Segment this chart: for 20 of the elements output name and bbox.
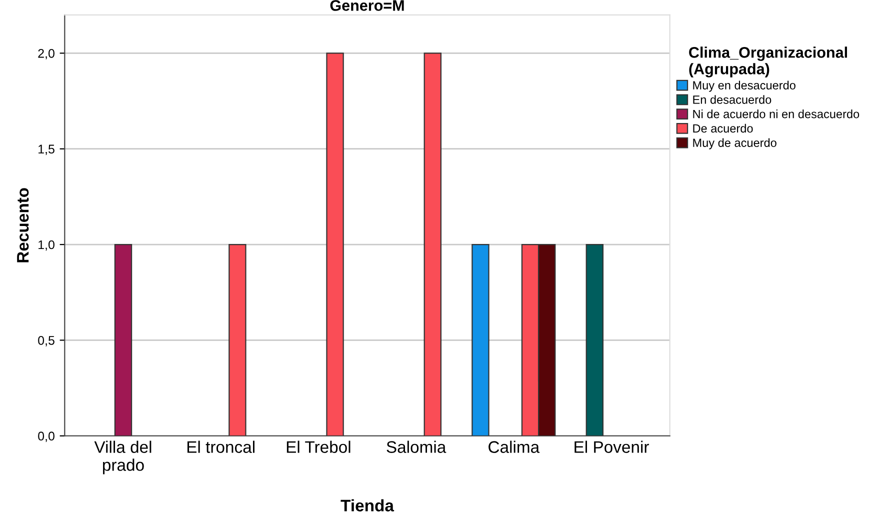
chart-title: Genero=M [330,0,404,11]
x-tick-label: Salomia [386,440,446,453]
x-tick-label: El Trebol [286,440,350,453]
x-tick-label: Villa del prado [94,440,152,474]
y-tick-label: 0,0 [38,432,54,442]
x-tick-label: Calima [488,440,540,453]
legend-label: En desacuerdo [693,95,772,104]
legend-label: Ni de acuerdo ni en desacuerdo [693,110,860,118]
y-tick-label: 1,5 [38,144,54,155]
y-tick-label: 1,0 [38,240,54,251]
legend-label: Muy en desacuerdo [693,80,796,92]
y-tick-label: 2,0 [38,48,54,60]
legend-title: Clima_Organizacional (Agrupada) [689,46,847,78]
y-tick-label: 0,5 [38,336,54,346]
x-axis-title: Tienda [340,499,394,512]
legend-label: Muy de acuerdo [693,138,776,150]
x-tick-label: El troncal [187,440,254,453]
x-tick-label: El Povenir [574,440,649,453]
y-axis-title: Recuento [17,188,29,262]
legend-label: De acuerdo [693,124,753,133]
